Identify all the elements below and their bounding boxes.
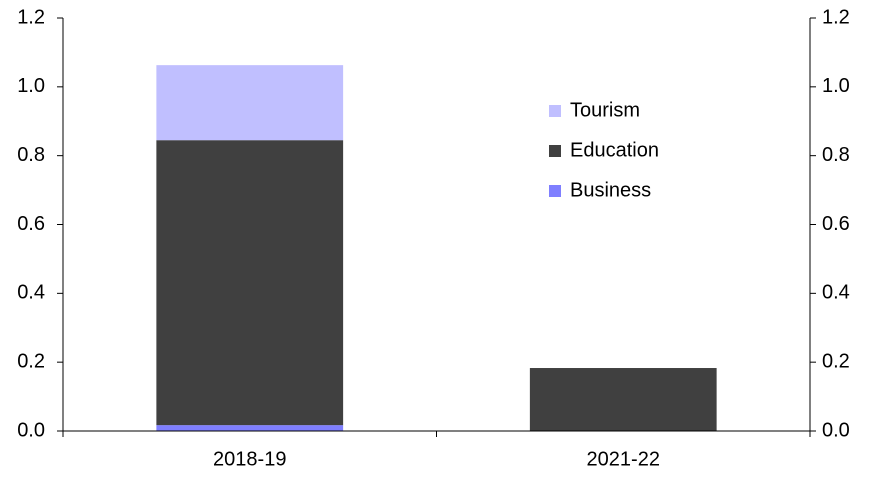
y-tick-label: 1.0 — [17, 75, 45, 97]
y-tick-label: 0.8 — [17, 144, 45, 166]
bar-segment — [156, 425, 344, 431]
bar-segment — [529, 368, 717, 431]
y2-tick-label: 1.0 — [822, 75, 850, 97]
legend-swatch — [549, 105, 561, 117]
y2-tick-label: 1.2 — [822, 6, 850, 28]
legend-label: Tourism — [570, 99, 640, 121]
x-tick-label: 2018-19 — [213, 448, 286, 470]
legend-swatch — [549, 185, 561, 197]
y2-tick-label: 0.8 — [822, 144, 850, 166]
legend-label: Business — [570, 179, 651, 201]
x-tick-label: 2021-22 — [587, 448, 660, 470]
y2-tick-label: 0.6 — [822, 213, 850, 235]
y2-tick-label: 0.0 — [822, 419, 850, 441]
y2-tick-label: 0.4 — [822, 282, 850, 304]
y-tick-label: 0.6 — [17, 213, 45, 235]
legend-swatch — [549, 145, 561, 157]
y-tick-label: 0.2 — [17, 350, 45, 372]
bar-segment — [156, 65, 344, 141]
legend-label: Education — [570, 139, 659, 161]
y-tick-label: 0.4 — [17, 282, 45, 304]
y-tick-label: 0.0 — [17, 419, 45, 441]
y-tick-label: 1.2 — [17, 6, 45, 28]
bar-segment — [156, 140, 344, 426]
y2-tick-label: 0.2 — [822, 350, 850, 372]
